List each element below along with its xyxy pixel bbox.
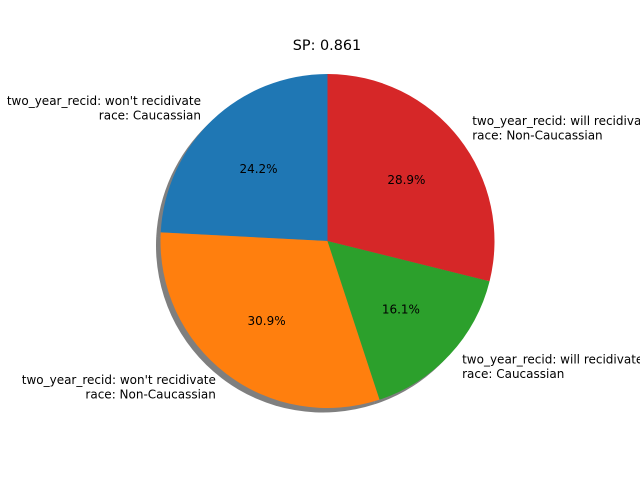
slice-label-0-line-0: two_year_recid: won't recidivate	[7, 94, 201, 108]
pct-labels: 24.2% 30.9% 16.1% 28.9%	[239, 162, 425, 328]
pct-label-242: 24.2%	[239, 162, 277, 176]
slice-label-2-line-0: two_year_recid: will recidivate	[462, 352, 640, 366]
slice-label-3-line-1: race: Non-Caucassian	[472, 129, 602, 143]
pie-slices	[160, 74, 495, 408]
pct-label-289: 28.9%	[387, 173, 425, 187]
pie-slice-0	[160, 74, 328, 241]
slice-label-1-line-1: race: Non-Caucassian	[85, 388, 215, 402]
slice-label-0: two_year_recid: won't recidivate race: Ca…	[7, 94, 201, 123]
slice-labels: two_year_recid: won't recidivate race: Ca…	[7, 94, 640, 402]
pie-slice-2	[327, 241, 490, 400]
slice-label-3: two_year_recid: will recidivate race: Non…	[472, 114, 640, 143]
slice-label-3-line-0: two_year_recid: will recidivate	[472, 114, 640, 128]
pct-label-161: 16.1%	[382, 303, 420, 317]
slice-label-1: two_year_recid: won't recidivate race: No…	[22, 373, 216, 402]
slice-label-2-line-1: race: Caucassian	[462, 367, 564, 381]
slice-label-1-line-0: two_year_recid: won't recidivate	[22, 373, 216, 387]
chart-title: SP: 0.861	[293, 38, 361, 54]
slice-label-2: two_year_recid: will recidivate race: Cau…	[462, 352, 640, 381]
pie-slice-1	[160, 232, 380, 408]
pct-label-309: 30.9%	[248, 314, 286, 328]
pie-slice-3	[327, 74, 495, 282]
slice-label-0-line-1: race: Caucassian	[99, 109, 201, 123]
